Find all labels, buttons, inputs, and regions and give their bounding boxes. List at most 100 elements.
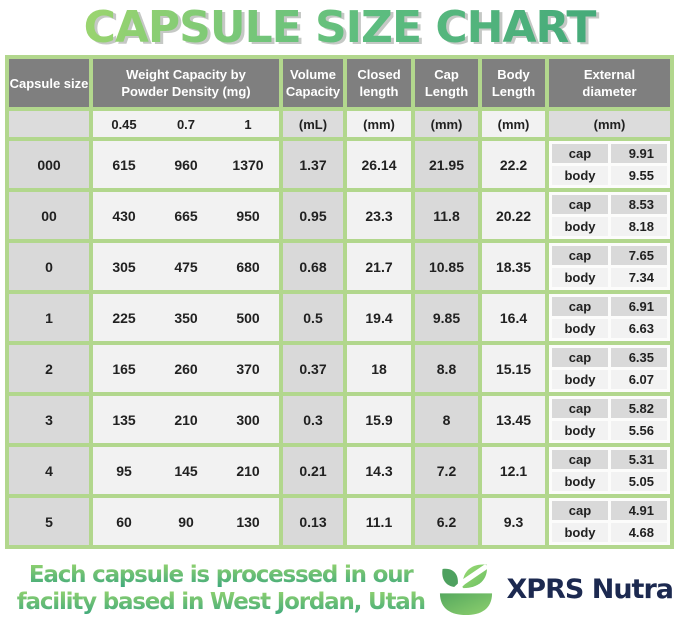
- external-body-value: 5.05: [611, 472, 667, 492]
- page-title: CAPSULE SIZE CHART: [0, 3, 679, 52]
- units-volume: (mL): [283, 111, 343, 138]
- cell-body-length: 18.35: [482, 243, 545, 291]
- weight-density-07: 210: [174, 411, 198, 428]
- cell-external-diameter: cap 4.91 body 4.68: [549, 498, 670, 546]
- external-cap-row: cap 5.82: [552, 399, 667, 419]
- external-body-label: body: [552, 166, 608, 186]
- cell-cap-length: 8.8: [415, 345, 478, 393]
- cell-volume-capacity: 0.5: [283, 294, 343, 342]
- external-body-row: body 5.56: [552, 421, 667, 441]
- cell-body-length: 13.45: [482, 396, 545, 444]
- cell-capsule-size: 3: [9, 396, 89, 444]
- density-045: 0.45: [111, 116, 137, 132]
- cell-external-diameter: cap 6.91 body 6.63: [549, 294, 670, 342]
- external-body-label: body: [552, 268, 608, 288]
- weight-density-045: 60: [116, 513, 132, 530]
- units-body: (mm): [482, 111, 545, 138]
- footer-tagline-line1: Each capsule is processed in our: [8, 562, 433, 589]
- external-cap-value: 8.53: [611, 195, 667, 215]
- external-body-row: body 8.18: [552, 217, 667, 237]
- weight-density-07: 145: [174, 462, 198, 479]
- cell-weight-capacity: 615 960 1370: [93, 141, 279, 189]
- cell-external-diameter: cap 7.65 body 7.34: [549, 243, 670, 291]
- external-cap-value: 9.91: [611, 144, 667, 164]
- units-powder-densities: 0.45 0.7 1: [93, 111, 279, 138]
- table-row: 00 430 665 950 0.95 23.3 11.8 20.22 cap …: [9, 192, 670, 240]
- header-body-length: Body Length: [482, 59, 545, 108]
- cell-cap-length: 8: [415, 396, 478, 444]
- header-external-diameter: External diameter: [549, 59, 670, 108]
- table-row: 3 135 210 300 0.3 15.9 8 13.45 cap 5.82 …: [9, 396, 670, 444]
- header-cap-length: Cap Length: [415, 59, 478, 108]
- external-body-label: body: [552, 523, 608, 543]
- weight-density-1: 680: [236, 258, 260, 275]
- external-cap-value: 6.35: [611, 348, 667, 368]
- footer: Each capsule is processed in our facilit…: [0, 549, 679, 617]
- cell-capsule-size: 000: [9, 141, 89, 189]
- table-units-row: 0.45 0.7 1 (mL) (mm) (mm) (mm) (mm): [9, 111, 670, 138]
- weight-density-045: 615: [112, 156, 136, 173]
- cell-cap-length: 6.2: [415, 498, 478, 546]
- external-body-value: 8.18: [611, 217, 667, 237]
- table-row: 2 165 260 370 0.37 18 8.8 15.15 cap 6.35…: [9, 345, 670, 393]
- brand-lockup: XPRS Nutra: [433, 561, 675, 617]
- external-cap-row: cap 7.65: [552, 246, 667, 266]
- external-body-label: body: [552, 319, 608, 339]
- cell-volume-capacity: 0.21: [283, 447, 343, 495]
- table-row: 0 305 475 680 0.68 21.7 10.85 18.35 cap …: [9, 243, 670, 291]
- cell-body-length: 22.2: [482, 141, 545, 189]
- header-volume-capacity: Volume Capacity: [283, 59, 343, 108]
- table-row: 000 615 960 1370 1.37 26.14 21.95 22.2 c…: [9, 141, 670, 189]
- table-row: 1 225 350 500 0.5 19.4 9.85 16.4 cap 6.9…: [9, 294, 670, 342]
- external-cap-row: cap 9.91: [552, 144, 667, 164]
- cell-body-length: 12.1: [482, 447, 545, 495]
- units-external: (mm): [549, 111, 670, 138]
- cell-closed-length: 21.7: [347, 243, 411, 291]
- external-body-label: body: [552, 217, 608, 237]
- external-body-row: body 7.34: [552, 268, 667, 288]
- external-body-row: body 6.63: [552, 319, 667, 339]
- cell-weight-capacity: 165 260 370: [93, 345, 279, 393]
- footer-tagline-line2: facility based in West Jordan, Utah: [8, 589, 433, 616]
- external-cap-value: 5.31: [611, 450, 667, 470]
- external-body-label: body: [552, 370, 608, 390]
- external-body-value: 6.63: [611, 319, 667, 339]
- table-row: 5 60 90 130 0.13 11.1 6.2 9.3 cap 4.91 b…: [9, 498, 670, 546]
- cell-closed-length: 19.4: [347, 294, 411, 342]
- external-body-value: 5.56: [611, 421, 667, 441]
- cell-weight-capacity: 225 350 500: [93, 294, 279, 342]
- external-body-row: body 4.68: [552, 523, 667, 543]
- cell-weight-capacity: 95 145 210: [93, 447, 279, 495]
- cell-volume-capacity: 0.95: [283, 192, 343, 240]
- external-cap-label: cap: [552, 195, 608, 215]
- cell-closed-length: 26.14: [347, 141, 411, 189]
- external-cap-label: cap: [552, 348, 608, 368]
- weight-density-1: 500: [236, 309, 260, 326]
- cell-external-diameter: cap 9.91 body 9.55: [549, 141, 670, 189]
- weight-density-07: 960: [174, 156, 198, 173]
- weight-density-045: 95: [116, 462, 132, 479]
- external-cap-label: cap: [552, 144, 608, 164]
- cell-body-length: 9.3: [482, 498, 545, 546]
- cell-volume-capacity: 0.3: [283, 396, 343, 444]
- footer-tagline: Each capsule is processed in our facilit…: [8, 562, 433, 616]
- external-cap-label: cap: [552, 399, 608, 419]
- cell-body-length: 15.15: [482, 345, 545, 393]
- cell-closed-length: 18: [347, 345, 411, 393]
- cell-cap-length: 9.85: [415, 294, 478, 342]
- weight-density-07: 90: [178, 513, 194, 530]
- capsule-size-table: Capsule size Weight Capacity by Powder D…: [5, 55, 674, 550]
- cell-body-length: 20.22: [482, 192, 545, 240]
- header-closed-length: Closed length: [347, 59, 411, 108]
- header-weight-capacity: Weight Capacity by Powder Density (mg): [93, 59, 279, 108]
- table-row: 4 95 145 210 0.21 14.3 7.2 12.1 cap 5.31…: [9, 447, 670, 495]
- external-body-row: body 6.07: [552, 370, 667, 390]
- cell-cap-length: 21.95: [415, 141, 478, 189]
- cell-closed-length: 15.9: [347, 396, 411, 444]
- cell-weight-capacity: 135 210 300: [93, 396, 279, 444]
- weight-density-045: 135: [112, 411, 136, 428]
- external-cap-label: cap: [552, 450, 608, 470]
- cell-weight-capacity: 60 90 130: [93, 498, 279, 546]
- cell-volume-capacity: 0.37: [283, 345, 343, 393]
- cell-external-diameter: cap 6.35 body 6.07: [549, 345, 670, 393]
